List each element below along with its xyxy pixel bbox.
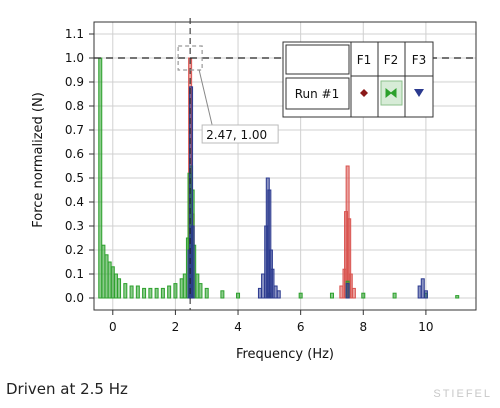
y-tick-label: 0.5 [65, 171, 84, 185]
bar-f3 [276, 290, 281, 299]
y-tick-label: 0.1 [65, 267, 84, 281]
legend-run-label: Run #1 [295, 87, 340, 101]
axis-ticks: 0 2 4 6 8 10 0.0 0.1 0.2 0.3 0.4 0.5 0.6 0.7 0.8 0.9 1.0… [65, 27, 434, 334]
y-tick-label: 0.6 [65, 147, 84, 161]
cursor-marker[interactable] [177, 45, 203, 71]
bar-f3 [420, 278, 425, 299]
x-tick-label: 4 [234, 320, 242, 334]
bar-f2 [236, 292, 241, 299]
legend-marker-f1-diamond-icon[interactable] [360, 89, 368, 97]
caption: Driven at 2.5 Hz [6, 380, 128, 398]
bar-f2 [167, 285, 172, 299]
bar-f2 [110, 266, 115, 299]
bar-f2 [455, 295, 460, 299]
x-tick-label: 0 [109, 320, 117, 334]
bar-f2 [179, 278, 184, 299]
bar-f2 [101, 244, 106, 299]
bar-f3 [345, 283, 350, 299]
bar-f2 [104, 254, 109, 299]
bar-f1 [348, 273, 353, 299]
y-tick-label: 0.2 [65, 243, 84, 257]
x-tick-label: 10 [418, 320, 433, 334]
bar-f2 [129, 285, 134, 299]
cursor-readout-text: 2.47, 1.00 [206, 128, 267, 142]
bar-f2 [173, 283, 178, 299]
bar-f1 [351, 287, 356, 299]
bar-f3 [261, 273, 266, 299]
y-axis-title: Force normalized (N) [31, 92, 46, 228]
bar-f2 [298, 292, 303, 299]
watermark: STIEFEL [433, 388, 492, 400]
y-tick-label: 1.1 [65, 27, 84, 41]
bar-f3 [423, 290, 428, 299]
bar-f2 [142, 287, 147, 299]
bar-f2 [117, 278, 122, 299]
bar-f2 [98, 57, 103, 299]
bar-f2 [198, 283, 203, 299]
legend-header-f3: F3 [412, 53, 427, 67]
bar-f2 [107, 261, 112, 299]
x-tick-label: 6 [297, 320, 305, 334]
bar-f3 [257, 287, 262, 299]
bar-f2 [204, 287, 209, 299]
bar-f2 [113, 273, 118, 299]
spectrum-chart: 2.47, 1.00 0 2 4 6 8 100.00.10.20.30.40.50.60… [31, 18, 477, 362]
bar-f2 [195, 273, 200, 299]
bar-f1 [339, 285, 344, 299]
y-tick-label: 0.8 [65, 99, 84, 113]
bar-f2 [361, 292, 366, 299]
bar-f2 [160, 287, 165, 299]
bar-f2 [392, 292, 397, 299]
y-tick-label: 1.0 [65, 51, 84, 65]
legend-header-f1: F1 [357, 53, 372, 67]
bar-f2 [182, 273, 187, 299]
bar-f2 [154, 287, 159, 299]
bar-f2 [220, 290, 225, 299]
legend-table: F1 F2 F3 Run #1 [282, 41, 434, 118]
legend-marker-f3-triangle-icon[interactable] [414, 89, 424, 97]
x-tick-label: 8 [359, 320, 367, 334]
y-tick-label: 0.0 [65, 291, 84, 305]
x-axis-title: Frequency (Hz) [236, 347, 334, 362]
bar-f3 [417, 285, 422, 299]
legend-header-f2: F2 [384, 53, 399, 67]
bar-f2 [329, 292, 334, 299]
y-tick-label: 0.7 [65, 123, 84, 137]
bar-f2 [148, 287, 153, 299]
plot-frame [93, 21, 477, 311]
y-tick-label: 0.9 [65, 75, 84, 89]
bar-f3 [270, 268, 275, 299]
bar-f3 [190, 225, 195, 299]
cursor-readout: 2.47, 1.00 [201, 124, 279, 144]
x-tick-label: 2 [172, 320, 180, 334]
cursor-leader-line [198, 69, 213, 126]
bar-f2 [123, 283, 128, 299]
y-tick-label: 0.3 [65, 219, 84, 233]
legend-marker-f2-bowtie-icon[interactable] [385, 87, 397, 99]
bar-f2 [135, 285, 140, 299]
bar-f3 [273, 285, 278, 299]
y-tick-label: 0.4 [65, 195, 84, 209]
